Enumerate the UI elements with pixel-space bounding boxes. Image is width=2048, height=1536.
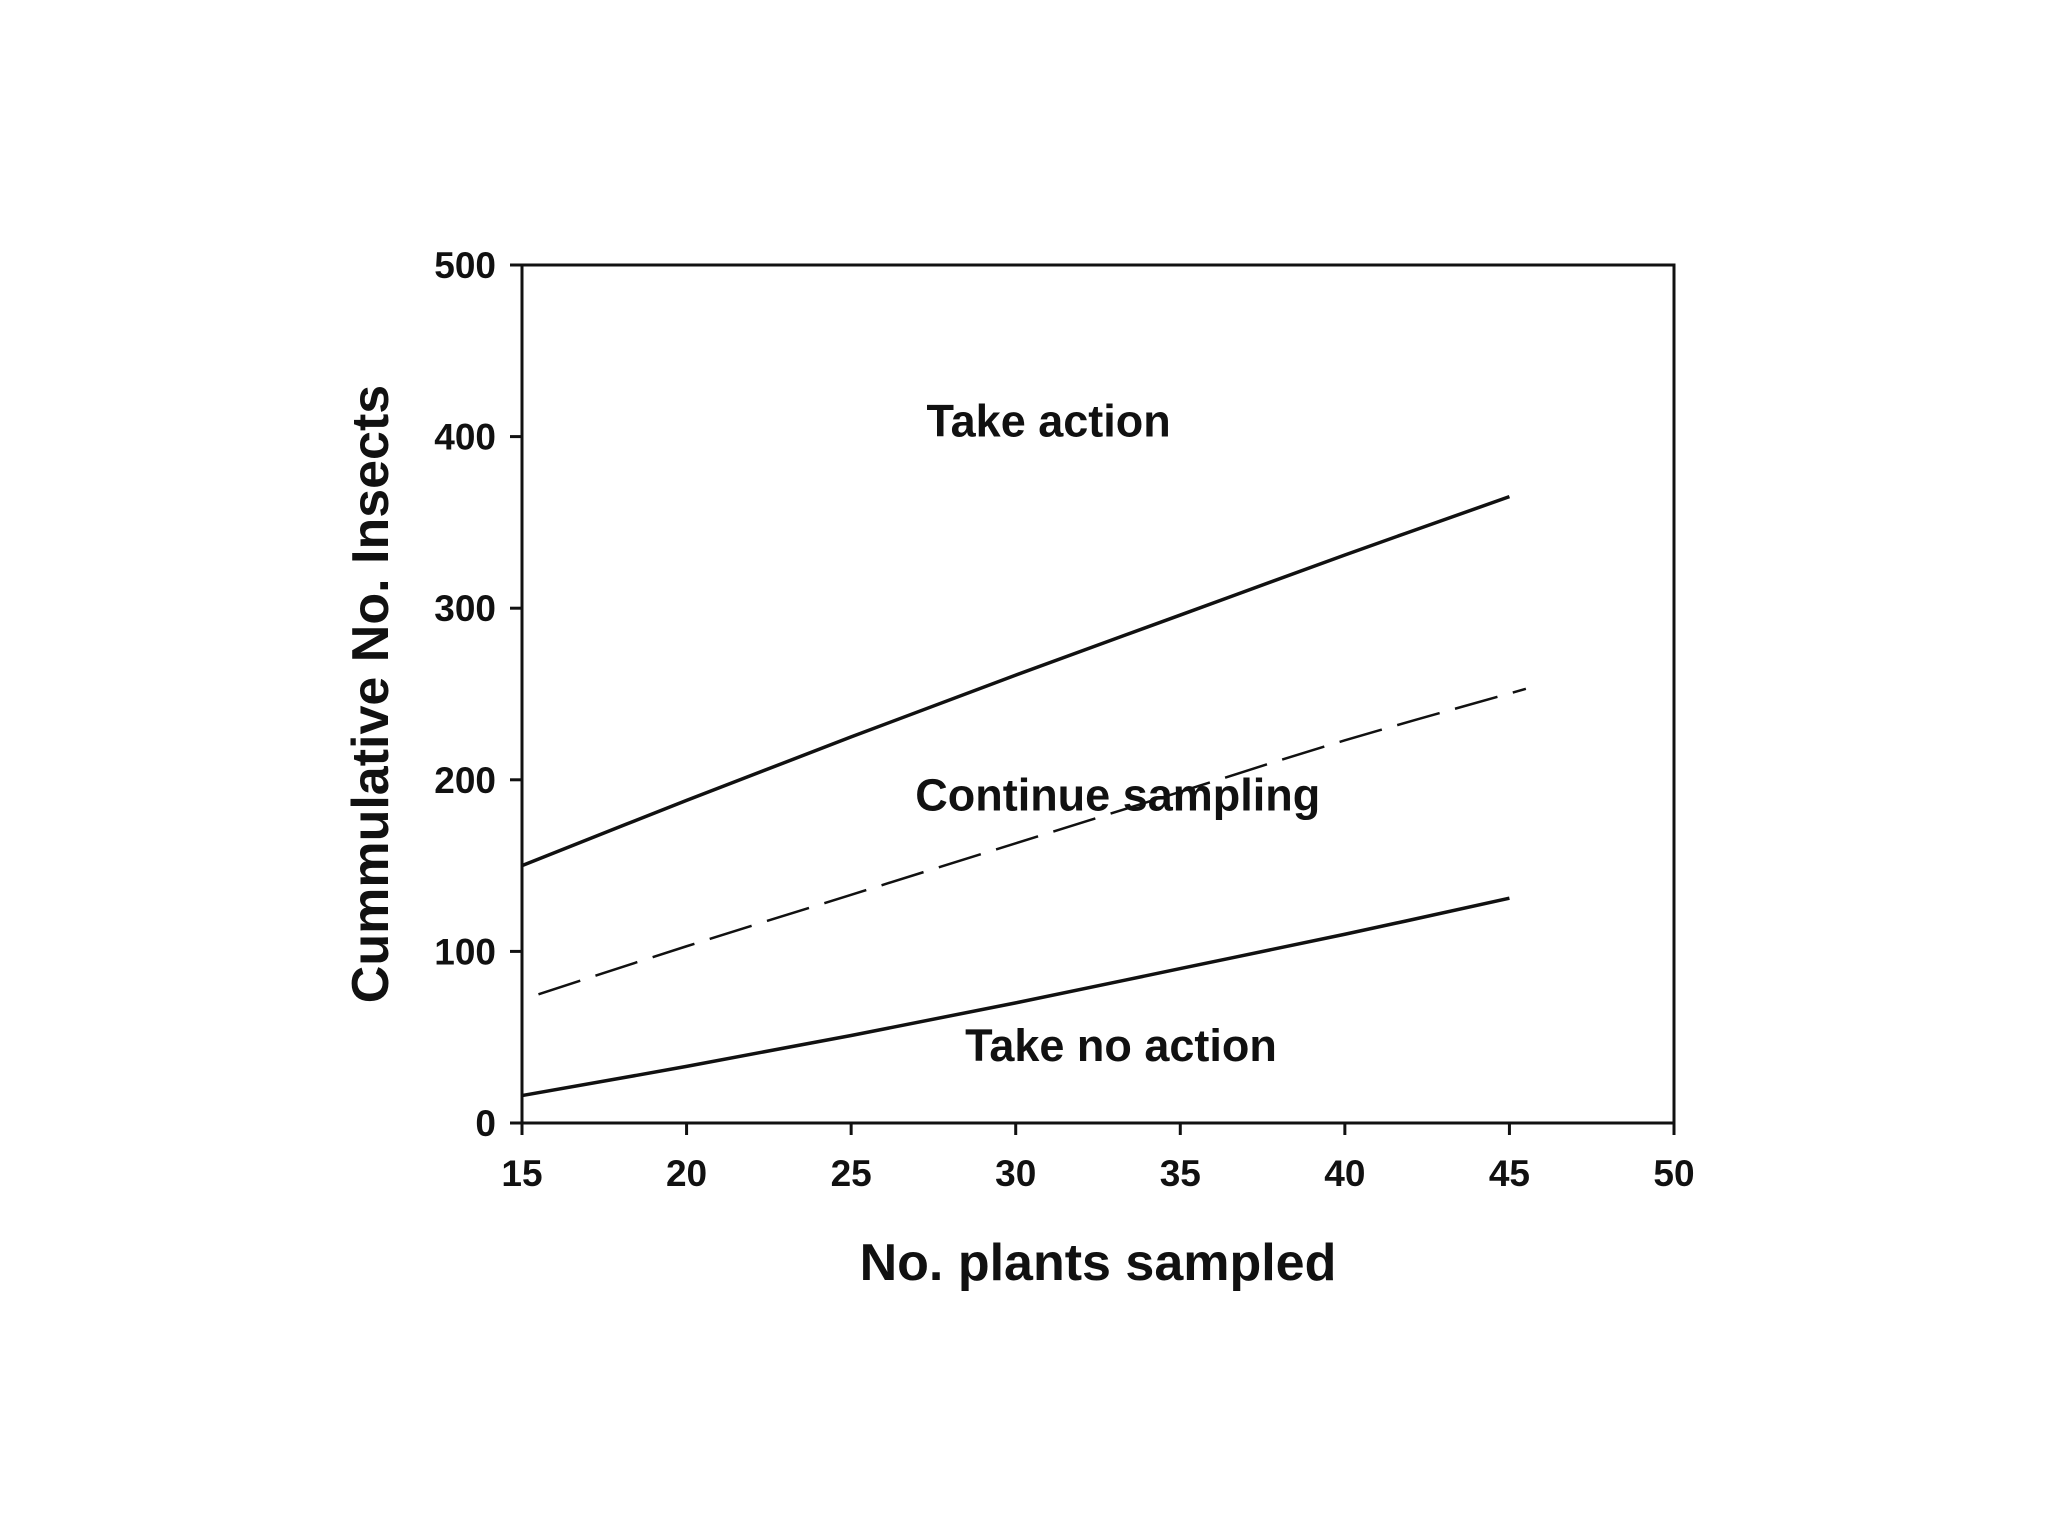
x-axis: 15 20 25 30 35 40 45 50 <box>501 1123 1695 1194</box>
y-tick-label: 0 <box>475 1103 496 1144</box>
plot-frame <box>520 263 1676 1125</box>
annotation-layer: Take action Continue sampling Take no acti… <box>915 396 1320 1072</box>
y-tick-label: 400 <box>434 417 496 458</box>
series-layer <box>521 495 1527 1098</box>
y-tick-label: 100 <box>434 931 496 972</box>
upper-boundary-line <box>521 495 1511 868</box>
x-tick-label: 20 <box>666 1153 707 1194</box>
x-axis-title: No. plants sampled <box>860 1234 1337 1292</box>
x-tick-label: 35 <box>1160 1153 1201 1194</box>
x-tick-label: 30 <box>995 1153 1036 1194</box>
y-tick-label: 300 <box>434 588 496 629</box>
x-tick-label: 15 <box>501 1153 542 1194</box>
take-action-label: Take action <box>927 396 1171 447</box>
x-tick-label: 50 <box>1653 1153 1694 1194</box>
x-tick-label: 40 <box>1324 1153 1365 1194</box>
take-no-action-label: Take no action <box>965 1020 1277 1071</box>
y-axis-title: Cummulative No. Insects <box>342 385 400 1003</box>
continue-sampling-label: Continue sampling <box>915 770 1320 821</box>
y-tick-label: 500 <box>434 245 496 286</box>
mean-line <box>538 687 1527 996</box>
y-axis: 0 100 200 300 400 500 <box>434 245 522 1144</box>
lower-boundary-line <box>521 896 1510 1098</box>
y-tick-label: 200 <box>434 760 496 801</box>
x-tick-label: 45 <box>1489 1153 1530 1194</box>
x-tick-label: 25 <box>831 1153 872 1194</box>
